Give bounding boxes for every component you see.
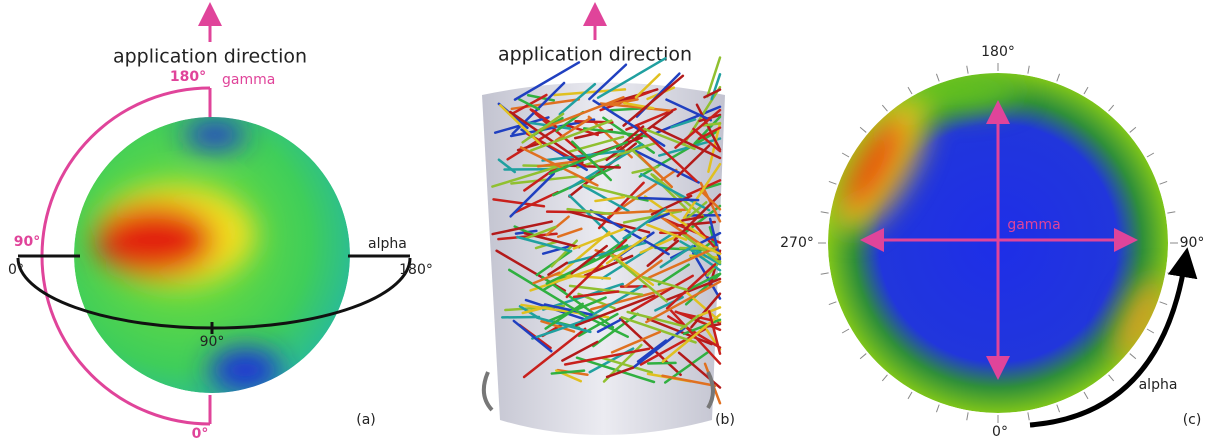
label: 0° bbox=[8, 262, 24, 278]
rim-tick bbox=[882, 105, 887, 111]
rim-tick bbox=[860, 127, 866, 132]
rim-tick bbox=[1147, 153, 1154, 157]
label: alpha bbox=[1139, 377, 1178, 393]
rim-tick bbox=[1109, 105, 1114, 111]
label: 90° bbox=[14, 234, 40, 250]
heading: application direction bbox=[498, 44, 692, 66]
label: 180° bbox=[170, 69, 206, 85]
label: 0° bbox=[992, 424, 1008, 440]
rim-tick bbox=[821, 273, 829, 274]
fiber bbox=[648, 363, 675, 364]
rim-tick bbox=[842, 329, 849, 333]
panel-b: application direction (b) bbox=[482, 14, 735, 435]
rim-tick bbox=[967, 66, 968, 74]
sphere bbox=[74, 117, 350, 393]
label: gamma bbox=[1007, 217, 1060, 233]
heading: application direction bbox=[113, 46, 307, 68]
rim-tick bbox=[936, 405, 939, 413]
caption: (c) bbox=[1183, 412, 1202, 428]
shadow bbox=[484, 372, 492, 410]
label: gamma bbox=[222, 72, 275, 88]
label: 180° bbox=[981, 44, 1015, 60]
rim-tick bbox=[1160, 302, 1168, 305]
rim-tick bbox=[1147, 329, 1154, 333]
rim-tick bbox=[842, 153, 849, 157]
label: 90° bbox=[200, 334, 225, 350]
rim-tick bbox=[1160, 181, 1168, 184]
rim-tick bbox=[1028, 66, 1029, 74]
caption: (a) bbox=[356, 412, 376, 428]
label: alpha bbox=[368, 236, 407, 252]
rim-tick bbox=[908, 392, 912, 399]
rim-tick bbox=[1057, 405, 1060, 413]
label: 270° bbox=[780, 235, 814, 251]
rim-tick bbox=[1130, 354, 1136, 359]
rim-tick bbox=[1057, 74, 1060, 82]
rim-tick bbox=[829, 302, 837, 305]
rim-tick bbox=[1028, 412, 1029, 420]
rim-tick bbox=[1167, 212, 1175, 213]
rim-tick bbox=[1109, 375, 1114, 381]
rim-tick bbox=[1130, 127, 1136, 132]
rim-tick bbox=[1084, 392, 1088, 399]
label: 90° bbox=[1180, 235, 1205, 251]
figure: application direction 180° gamma 90° 0° … bbox=[0, 0, 1216, 440]
panel-c: 180° 270° 90° 0° gamma alpha (c) bbox=[780, 44, 1204, 440]
caption: (b) bbox=[715, 412, 735, 428]
label: 180° bbox=[399, 262, 433, 278]
rim-tick bbox=[936, 74, 939, 82]
rim-tick bbox=[821, 212, 829, 213]
rim-tick bbox=[860, 354, 866, 359]
label: 0° bbox=[192, 426, 209, 440]
rim-tick bbox=[1167, 273, 1175, 274]
rim-tick bbox=[967, 412, 968, 420]
rim-tick bbox=[1084, 87, 1088, 94]
rim-tick bbox=[829, 181, 837, 184]
rim-tick bbox=[908, 87, 912, 94]
panel-a: application direction 180° gamma 90° 0° … bbox=[8, 14, 433, 440]
rim-tick bbox=[882, 375, 887, 381]
